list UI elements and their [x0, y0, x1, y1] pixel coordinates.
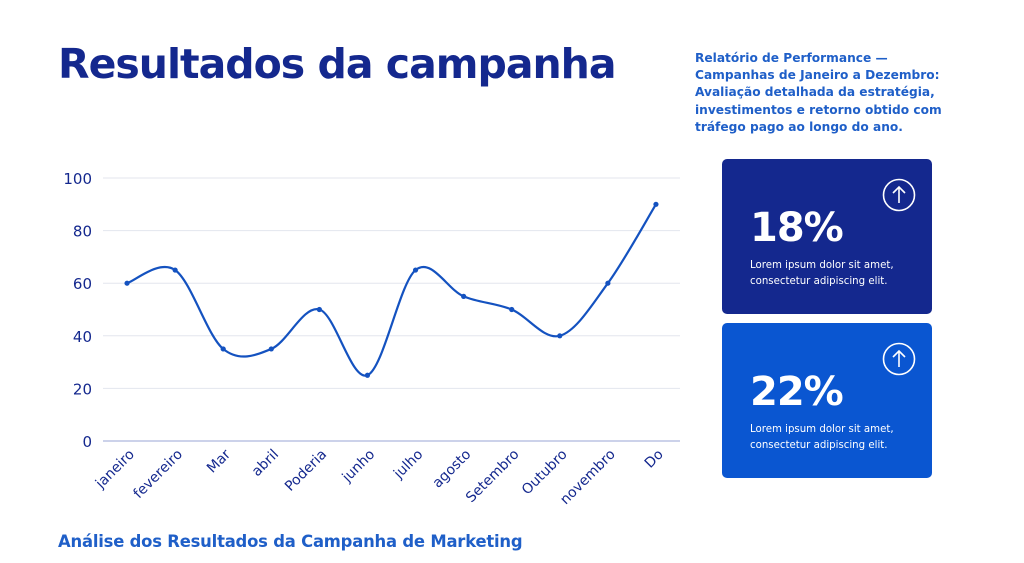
- x-tick-label: Poderia: [282, 447, 330, 495]
- y-tick-label: 20: [73, 380, 92, 398]
- x-tick-label: abril: [249, 447, 282, 480]
- x-tick-label: Mar: [204, 446, 234, 476]
- data-point: [412, 267, 419, 273]
- data-point: [653, 201, 659, 207]
- data-point: [124, 280, 130, 286]
- y-tick-label: 40: [73, 328, 92, 346]
- x-tick-label: julho: [390, 447, 426, 483]
- stat-value: 18%: [750, 205, 844, 251]
- series-line: [126, 203, 657, 377]
- y-tick-label: 0: [82, 433, 92, 451]
- x-tick-label: agosto: [430, 447, 475, 492]
- y-tick-label: 80: [73, 223, 92, 241]
- data-point: [268, 346, 274, 352]
- arrow-up-circle-icon: [882, 178, 916, 212]
- data-point: [461, 293, 467, 299]
- footer-caption: Análise dos Resultados da Campanha de Ma…: [58, 532, 523, 551]
- data-point: [557, 333, 563, 339]
- page-title: Resultados da campanha: [58, 40, 617, 88]
- x-tick-label: fevereiro: [131, 447, 186, 502]
- x-tick-label: junho: [339, 447, 379, 487]
- stat-card-18: 18% Lorem ipsum dolor sit amet, consecte…: [722, 159, 932, 314]
- arrow-up-circle-icon: [882, 342, 916, 376]
- stat-description: Lorem ipsum dolor sit amet, consectetur …: [750, 424, 894, 451]
- data-point: [316, 306, 322, 313]
- x-tick-label: janeiro: [92, 447, 138, 493]
- data-point: [220, 346, 226, 352]
- stat-description: Lorem ipsum dolor sit amet, consectetur …: [750, 260, 894, 287]
- report-description: Relatório de Performance — Campanhas de …: [695, 51, 942, 134]
- x-tick-label: Do: [642, 447, 667, 472]
- data-point: [364, 372, 371, 378]
- stat-card-22: 22% Lorem ipsum dolor sit amet, consecte…: [722, 323, 932, 478]
- stat-value: 22%: [750, 369, 844, 415]
- data-point: [605, 280, 611, 286]
- data-point: [509, 306, 515, 313]
- y-tick-label: 100: [63, 170, 92, 188]
- data-point: [172, 267, 178, 273]
- y-tick-label: 60: [73, 275, 92, 293]
